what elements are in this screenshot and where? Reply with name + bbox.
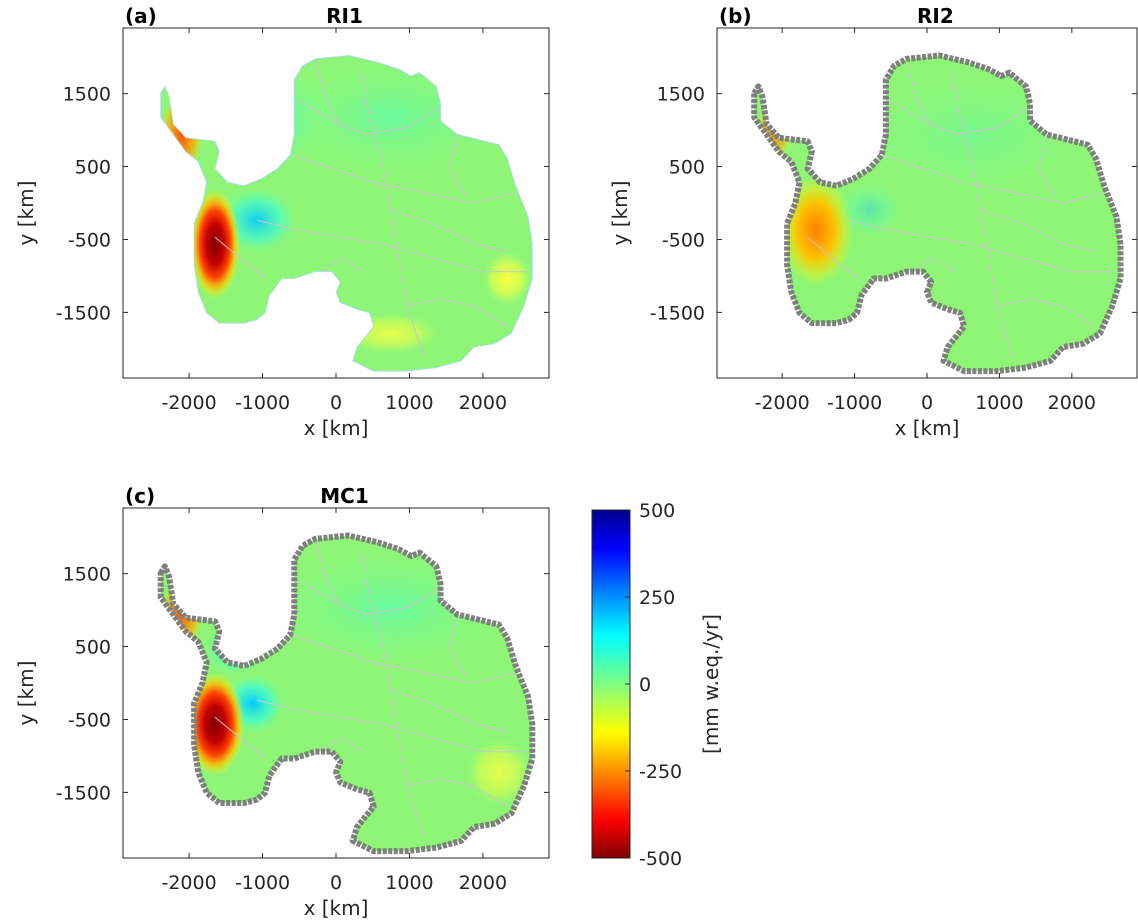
basin-boundary	[910, 257, 957, 273]
colorbar-gradient	[591, 509, 631, 859]
basin-boundary	[214, 236, 266, 279]
x-axis-label: x [km]	[304, 416, 369, 440]
x-tick-label: -1000	[235, 872, 290, 894]
panel-title: MC1	[320, 484, 369, 508]
basin-boundary	[848, 219, 1117, 273]
basin-boundary	[214, 716, 266, 759]
heatmap-field	[160, 535, 533, 852]
coastline	[160, 54, 533, 372]
x-axis-label: x [km]	[895, 416, 960, 440]
basin-boundary	[889, 99, 1031, 136]
x-tick-label: 2000	[459, 392, 507, 414]
x-tick-label: 1000	[385, 872, 433, 894]
basin-boundary	[905, 58, 932, 128]
colorbar: 500 250 0 -250 -500 [mm w.eq./yr]	[591, 500, 723, 870]
colorbar-tick-label: -500	[639, 848, 682, 870]
y-tick-label: -1500	[56, 302, 111, 324]
basin-boundary	[406, 298, 508, 328]
y-axis-label: y [km]	[608, 181, 632, 246]
x-tick-label: 2000	[1048, 392, 1096, 414]
basin-boundary	[256, 219, 529, 273]
x-tick-label: 1000	[385, 392, 433, 414]
basin-boundary	[314, 58, 341, 128]
basin-boundary	[390, 689, 508, 732]
basin-boundary	[1037, 134, 1056, 197]
x-tick-label: 2000	[459, 872, 507, 894]
basin-boundary	[448, 614, 467, 677]
panel-title: RI2	[917, 4, 954, 28]
colorbar-label: [mm w.eq./yr]	[699, 614, 723, 754]
x-tick-label: 1000	[975, 392, 1023, 414]
basin-boundary	[290, 154, 516, 204]
x-tick-label: 0	[921, 392, 933, 414]
basin-boundary	[256, 699, 529, 753]
panel-title: RI1	[326, 4, 363, 28]
loss-spot-totten	[465, 737, 533, 807]
panel-ri2: -2000 -1000 0 1000 2000 1500 500 -500 -1500 x [km…	[608, 4, 1138, 440]
loss-spot-totten	[482, 251, 533, 306]
y-tick-label: 1500	[63, 84, 111, 106]
y-tick-label: -1500	[56, 782, 111, 804]
y-tick-label: -500	[68, 229, 111, 251]
basin-boundary	[996, 298, 1097, 328]
basin-boundary	[298, 99, 441, 136]
x-tick-label: 0	[330, 872, 342, 894]
basin-boundary	[314, 538, 341, 608]
panel-label: (c)	[125, 484, 155, 508]
basin-boundary	[319, 737, 366, 753]
loss-amundsen	[185, 672, 245, 776]
gain-spot-ross	[836, 182, 903, 238]
x-tick-label: -2000	[161, 872, 216, 894]
x-tick-label: 0	[330, 392, 342, 414]
basin-boundary	[319, 257, 366, 273]
x-tick-label: -1000	[235, 392, 290, 414]
colorbar-tick-label: 500	[639, 500, 675, 522]
colorbar-tick-label: -250	[639, 761, 682, 783]
basin-boundary	[298, 579, 441, 616]
y-tick-label: -1500	[650, 302, 705, 324]
basin-boundary	[881, 154, 1105, 204]
x-axis-label: x [km]	[304, 896, 369, 920]
y-tick-label: 500	[75, 157, 111, 179]
y-tick-label: -500	[662, 229, 705, 251]
panel-label: (b)	[719, 4, 752, 28]
edge-markers	[751, 52, 1124, 375]
y-tick-label: 500	[75, 637, 111, 659]
x-tick-label: -2000	[755, 392, 810, 414]
basin-boundary	[448, 134, 467, 197]
basin-boundary	[406, 778, 508, 808]
colorbar-tick-label: 250	[639, 587, 675, 609]
x-tick-label: -2000	[161, 392, 216, 414]
panel-mc1: -2000 -1000 0 1000 2000 1500 500 -500 -1500 x [km…	[14, 484, 550, 920]
panel-label: (a)	[125, 4, 157, 28]
basin-boundary	[390, 209, 508, 252]
basin-boundary	[980, 209, 1096, 252]
edge-markers	[157, 532, 536, 855]
loss-amundsen	[189, 189, 241, 300]
y-tick-label: 1500	[63, 564, 111, 586]
x-tick-label: -1000	[827, 392, 882, 414]
colorbar-tick-label: 0	[639, 674, 651, 696]
y-axis-label: y [km]	[14, 661, 38, 726]
y-tick-label: -500	[68, 709, 111, 731]
y-tick-label: 1500	[657, 84, 705, 106]
y-axis-label: y [km]	[14, 181, 38, 246]
basin-boundary	[807, 236, 858, 279]
y-tick-label: 500	[669, 157, 705, 179]
basin-boundary	[290, 634, 516, 684]
panel-ri1: -2000 -1000 0 1000 2000 1500 500 -500 -1500 x [km…	[14, 4, 550, 440]
